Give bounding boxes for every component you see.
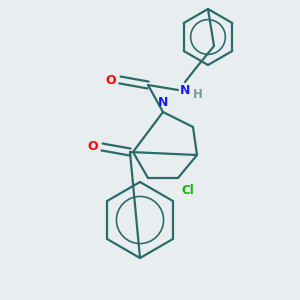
Text: O: O	[88, 140, 98, 154]
Text: H: H	[193, 88, 203, 101]
Text: Cl: Cl	[182, 184, 194, 197]
Text: N: N	[180, 83, 190, 97]
Text: N: N	[158, 95, 168, 109]
Text: O: O	[106, 74, 116, 86]
